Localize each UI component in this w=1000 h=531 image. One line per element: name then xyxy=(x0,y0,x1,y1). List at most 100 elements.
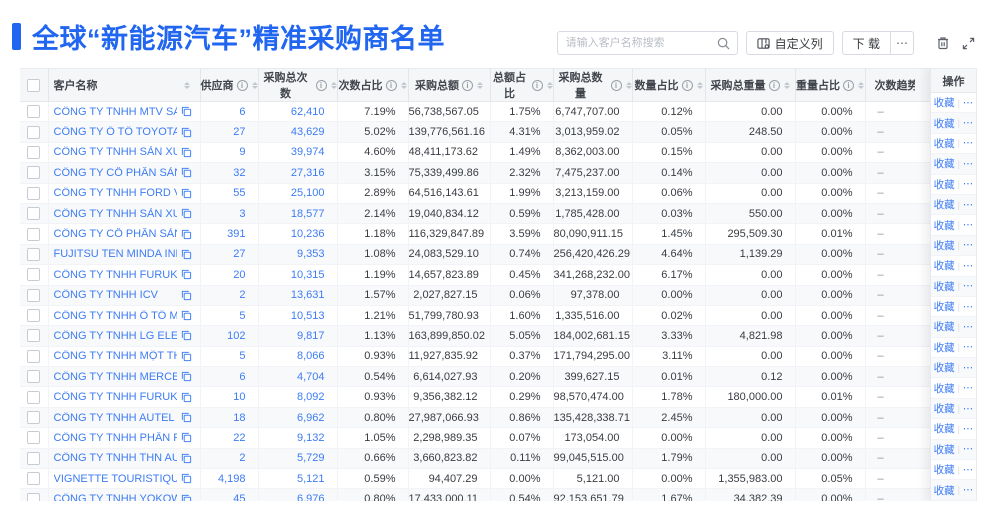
row-checkbox[interactable] xyxy=(27,105,41,119)
search-input[interactable] xyxy=(557,37,717,49)
sort-icon[interactable] xyxy=(783,81,790,89)
row-more-button[interactable]: ⋯ xyxy=(962,300,974,313)
favorite-button[interactable]: 收藏 xyxy=(933,117,955,130)
column-header[interactable]: 采购总数量 i xyxy=(553,68,633,102)
select-all-checkbox[interactable] xyxy=(27,78,41,92)
favorite-button[interactable]: 收藏 xyxy=(933,403,955,416)
company-name-link[interactable]: CÔNG TY TNHH SẢN XUẤT VÀ ... xyxy=(53,146,177,159)
company-name-link[interactable]: CÔNG TY TNHH MERCEDES-B... xyxy=(53,370,177,383)
delete-button[interactable] xyxy=(934,36,952,50)
company-name-link[interactable]: CÔNG TY Ô TÔ TOYOTA VIỆT ... xyxy=(53,126,177,139)
row-checkbox[interactable] xyxy=(27,268,41,282)
sort-icon[interactable] xyxy=(858,81,864,89)
favorite-button[interactable]: 收藏 xyxy=(933,178,955,191)
copy-icon[interactable] xyxy=(181,249,192,260)
sort-icon[interactable] xyxy=(696,81,703,89)
column-header[interactable]: 采购总次数 i xyxy=(258,68,338,102)
row-more-button[interactable]: ⋯ xyxy=(962,422,974,435)
copy-icon[interactable] xyxy=(181,269,192,280)
sort-icon[interactable] xyxy=(400,81,407,89)
info-icon[interactable]: i xyxy=(385,79,397,91)
copy-icon[interactable] xyxy=(181,330,192,341)
sort-icon[interactable] xyxy=(625,81,632,89)
copy-icon[interactable] xyxy=(181,371,192,382)
row-more-button[interactable]: ⋯ xyxy=(962,198,974,211)
company-name-link[interactable]: CÔNG TY TNHH THN AUTOPAR... xyxy=(53,452,177,465)
row-more-button[interactable]: ⋯ xyxy=(962,96,974,109)
download-button[interactable]: 下 载 xyxy=(841,31,891,55)
favorite-button[interactable]: 收藏 xyxy=(933,484,955,497)
copy-icon[interactable] xyxy=(181,290,192,301)
copy-icon[interactable] xyxy=(181,392,192,403)
row-checkbox[interactable] xyxy=(27,166,41,180)
download-more-button[interactable]: ⋯ xyxy=(890,31,914,55)
row-checkbox[interactable] xyxy=(27,370,41,384)
favorite-button[interactable]: 收藏 xyxy=(933,443,955,456)
row-checkbox[interactable] xyxy=(27,431,41,445)
info-icon[interactable]: i xyxy=(531,79,543,91)
copy-icon[interactable] xyxy=(181,473,192,484)
fullscreen-button[interactable] xyxy=(960,37,977,50)
row-more-button[interactable]: ⋯ xyxy=(962,259,974,272)
sort-icon[interactable] xyxy=(546,81,553,89)
row-more-button[interactable]: ⋯ xyxy=(962,137,974,150)
copy-icon[interactable] xyxy=(181,494,192,501)
row-checkbox[interactable] xyxy=(27,125,41,139)
row-checkbox[interactable] xyxy=(27,411,41,425)
info-icon[interactable]: i xyxy=(681,79,693,91)
favorite-button[interactable]: 收藏 xyxy=(933,239,955,252)
row-checkbox[interactable] xyxy=(27,349,41,363)
company-name-link[interactable]: CÔNG TY TNHH FURUKAWA A... xyxy=(53,391,177,404)
column-header[interactable]: 总额占比 i xyxy=(490,68,554,102)
favorite-button[interactable]: 收藏 xyxy=(933,464,955,477)
favorite-button[interactable]: 收藏 xyxy=(933,321,955,334)
copy-icon[interactable] xyxy=(181,229,192,240)
company-name-link[interactable]: CÔNG TY TNHH MTV SẢN XUẤ... xyxy=(53,105,177,118)
info-icon[interactable]: i xyxy=(315,79,327,91)
copy-icon[interactable] xyxy=(181,208,192,219)
favorite-button[interactable]: 收藏 xyxy=(933,382,955,395)
favorite-button[interactable]: 收藏 xyxy=(933,219,955,232)
row-more-button[interactable]: ⋯ xyxy=(962,239,974,252)
column-header[interactable]: 采购总额 i xyxy=(408,68,491,102)
column-header[interactable]: 客户名称 xyxy=(48,68,201,102)
favorite-button[interactable]: 收藏 xyxy=(933,97,955,110)
company-name-link[interactable]: CÔNG TY CỔ PHẦN SẢN XUẤT... xyxy=(53,166,177,179)
row-checkbox[interactable] xyxy=(27,309,41,323)
row-more-button[interactable]: ⋯ xyxy=(962,117,974,130)
row-more-button[interactable]: ⋯ xyxy=(962,178,974,191)
row-more-button[interactable]: ⋯ xyxy=(962,280,974,293)
company-name-link[interactable]: CÔNG TY TNHH AUTEL VIỆT N... xyxy=(53,411,177,424)
column-header[interactable]: 供应商 i xyxy=(200,68,259,102)
row-checkbox[interactable] xyxy=(27,207,41,221)
info-icon[interactable]: i xyxy=(768,79,780,91)
row-checkbox[interactable] xyxy=(27,247,41,261)
company-name-link[interactable]: CÔNG TY CỔ PHẦN SẢN XUẤT... xyxy=(53,228,177,241)
company-name-link[interactable]: CÔNG TY TNHH FORD VIỆT NAM xyxy=(53,187,177,200)
sort-icon[interactable] xyxy=(330,81,337,89)
row-more-button[interactable]: ⋯ xyxy=(962,320,974,333)
column-header[interactable]: 数量占比 i xyxy=(632,68,706,102)
copy-icon[interactable] xyxy=(181,127,192,138)
copy-icon[interactable] xyxy=(181,147,192,158)
sort-icon[interactable] xyxy=(183,81,190,89)
column-header[interactable]: 次数占比 i xyxy=(337,68,409,102)
row-checkbox[interactable] xyxy=(27,492,41,501)
sort-icon[interactable] xyxy=(477,81,483,89)
row-checkbox[interactable] xyxy=(27,227,41,241)
company-name-link[interactable]: CÔNG TY TNHH FURUKAWA A... xyxy=(53,268,177,281)
favorite-button[interactable]: 收藏 xyxy=(933,341,955,354)
row-checkbox[interactable] xyxy=(27,145,41,159)
row-checkbox[interactable] xyxy=(27,329,41,343)
company-name-link[interactable]: CÔNG TY TNHH MỘT THÀNH V... xyxy=(53,350,177,363)
favorite-button[interactable]: 收藏 xyxy=(933,301,955,314)
favorite-button[interactable]: 收藏 xyxy=(933,423,955,436)
row-more-button[interactable]: ⋯ xyxy=(962,402,974,415)
column-header[interactable]: 采购总重量 i xyxy=(705,68,796,102)
search-icon[interactable] xyxy=(717,37,730,50)
company-name-link[interactable]: CÔNG TY TNHH YOKOWO VIỆT... xyxy=(53,493,177,501)
favorite-button[interactable]: 收藏 xyxy=(933,260,955,273)
copy-icon[interactable] xyxy=(181,310,192,321)
info-icon[interactable]: i xyxy=(236,79,248,91)
company-name-link[interactable]: FUJITSU TEN MINDA INDIA PVT... xyxy=(53,248,177,261)
